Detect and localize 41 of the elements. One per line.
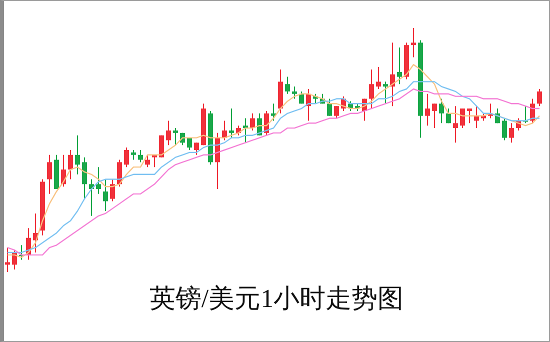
candlestick — [376, 66, 381, 90]
candlestick — [369, 68, 374, 110]
candlestick — [537, 88, 542, 107]
candlestick — [145, 154, 150, 168]
candlestick — [96, 166, 101, 194]
candlestick — [446, 108, 451, 124]
candlestick — [47, 154, 52, 194]
candlestick — [509, 122, 514, 144]
candlestick — [250, 112, 255, 131]
candlestick — [453, 106, 458, 144]
candlestick — [194, 142, 199, 156]
candlestick — [432, 103, 437, 129]
candlestick — [75, 134, 80, 175]
candlestick — [166, 120, 171, 146]
candlestick — [411, 28, 416, 58]
candlestick — [467, 108, 472, 124]
candlestick — [439, 98, 444, 124]
candlestick — [68, 150, 73, 180]
candlestick — [131, 150, 136, 160]
candlestick — [285, 76, 290, 94]
candlestick — [502, 118, 507, 141]
candlestick — [110, 178, 115, 202]
text: 英镑/美元1小时走势图 — [148, 283, 405, 315]
candlestick — [243, 118, 248, 144]
candlestick — [173, 128, 178, 146]
candlestick — [229, 108, 234, 138]
candlestick — [5, 247, 10, 272]
candlestick — [187, 137, 192, 150]
candlestick — [299, 90, 304, 104]
candlestick — [327, 98, 332, 116]
candlestick — [292, 86, 297, 100]
candlestick — [103, 178, 108, 212]
candlestick — [82, 156, 87, 200]
candlestick — [124, 147, 129, 168]
candlestick — [334, 106, 339, 119]
candlestick — [383, 81, 388, 104]
candlestick — [117, 159, 122, 188]
candlestick — [138, 150, 143, 163]
candlestick — [397, 47, 402, 85]
candlestick — [425, 93, 430, 126]
candlestick — [460, 108, 465, 129]
